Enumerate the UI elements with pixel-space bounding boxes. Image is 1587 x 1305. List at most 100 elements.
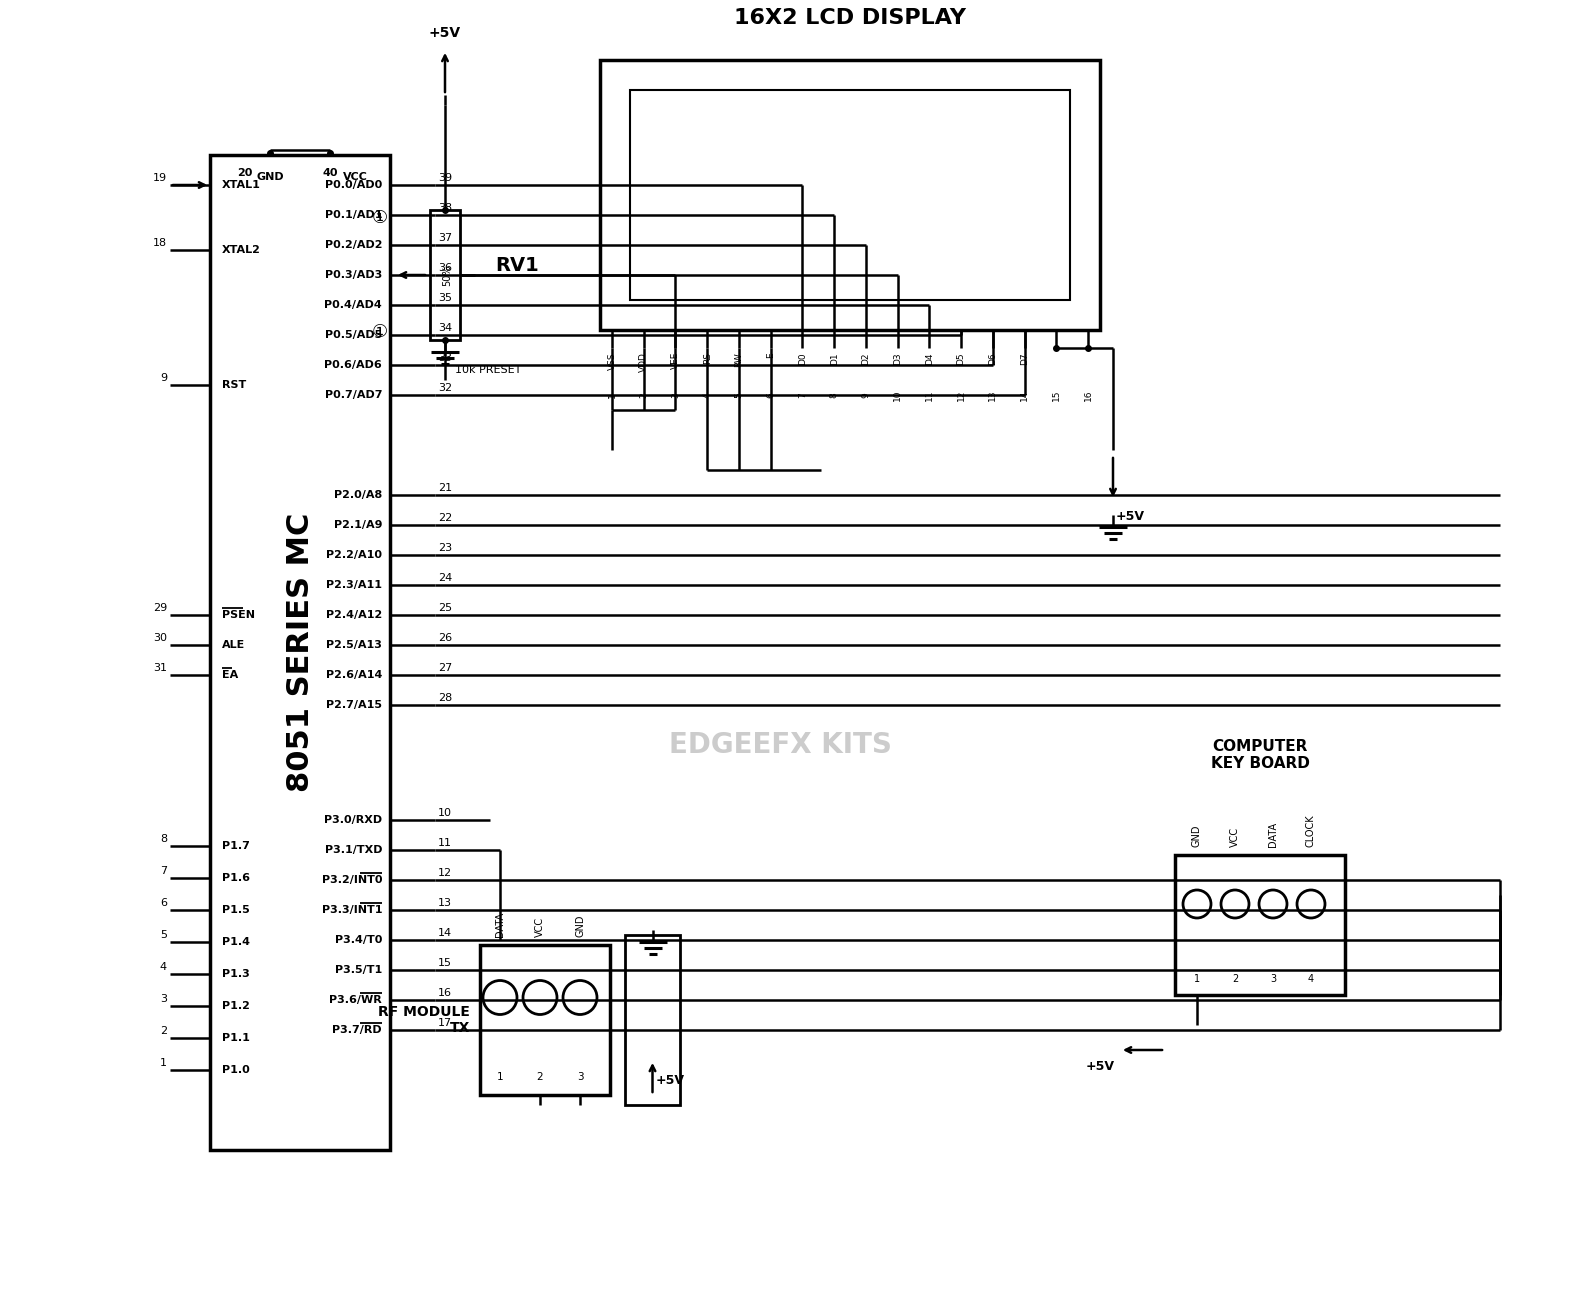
Text: P2.6/A14: P2.6/A14 [325, 669, 382, 680]
Text: P1.7: P1.7 [222, 840, 249, 851]
Text: 11: 11 [925, 389, 933, 401]
Bar [479, 945, 609, 1095]
Text: P1.0: P1.0 [222, 1065, 249, 1075]
Bar [630, 90, 1070, 300]
Text: 7: 7 [798, 392, 806, 398]
Text: ①: ① [371, 324, 389, 341]
Text: 8: 8 [160, 834, 167, 844]
Text: 11: 11 [438, 838, 452, 848]
Bar [625, 934, 679, 1105]
Text: P2.7/A15: P2.7/A15 [325, 699, 382, 710]
Text: 2: 2 [640, 393, 647, 398]
Text: P2.2/A10: P2.2/A10 [325, 549, 382, 560]
Text: 1: 1 [608, 392, 616, 398]
Text: 3: 3 [576, 1071, 584, 1082]
Text: 9: 9 [160, 373, 167, 382]
Text: 17: 17 [438, 1018, 452, 1028]
Text: 2: 2 [536, 1071, 543, 1082]
Text: XTAL2: XTAL2 [222, 245, 260, 254]
Text: GND: GND [256, 172, 284, 181]
Text: 10k PRESET: 10k PRESET [455, 365, 522, 375]
Text: 2: 2 [1232, 974, 1238, 984]
Text: 1: 1 [160, 1058, 167, 1067]
Text: P3.4/T0: P3.4/T0 [335, 934, 382, 945]
Text: RS: RS [703, 352, 711, 364]
Text: 31: 31 [152, 663, 167, 673]
Text: 36: 36 [438, 264, 452, 273]
Text: RW: RW [735, 352, 743, 367]
Text: P3.2/INT0: P3.2/INT0 [322, 874, 382, 885]
Text: 10: 10 [893, 389, 901, 401]
Text: 50%: 50% [443, 264, 452, 286]
Bar [430, 210, 460, 341]
Text: VDD: VDD [640, 352, 647, 372]
Text: COMPUTER
KEY BOARD: COMPUTER KEY BOARD [1211, 739, 1309, 771]
Text: VCC: VCC [535, 917, 544, 937]
Text: 28: 28 [438, 693, 452, 703]
Text: 16: 16 [1084, 389, 1092, 401]
Text: 34: 34 [438, 324, 452, 333]
Bar [600, 60, 1100, 330]
Text: P3.7/RD: P3.7/RD [332, 1024, 382, 1035]
Text: 14: 14 [1020, 389, 1028, 401]
Text: P0.3/AD3: P0.3/AD3 [325, 270, 382, 281]
Text: P0.5/AD5: P0.5/AD5 [325, 330, 382, 341]
Text: D5: D5 [957, 352, 965, 364]
Text: P1.2: P1.2 [222, 1001, 249, 1011]
Text: PSEN: PSEN [222, 609, 256, 620]
Text: D3: D3 [893, 352, 901, 364]
Text: 6: 6 [160, 898, 167, 908]
Text: 3: 3 [671, 392, 679, 398]
Bar [209, 155, 390, 1150]
Text: 15: 15 [438, 958, 452, 968]
Text: 13: 13 [438, 898, 452, 908]
Text: 21: 21 [438, 483, 452, 493]
Text: P0.6/AD6: P0.6/AD6 [324, 360, 382, 371]
Text: 1: 1 [1193, 974, 1200, 984]
Text: 12: 12 [438, 868, 452, 878]
Text: VCC: VCC [1230, 827, 1239, 847]
Text: D7: D7 [1020, 352, 1028, 364]
Text: 24: 24 [438, 573, 452, 583]
Text: 16: 16 [438, 988, 452, 998]
Text: GND: GND [1192, 825, 1201, 847]
Text: P2.3/A11: P2.3/A11 [325, 579, 382, 590]
Text: 35: 35 [438, 294, 452, 303]
Text: ALE: ALE [222, 639, 246, 650]
Text: D0: D0 [798, 352, 806, 364]
Text: 7: 7 [160, 867, 167, 876]
Text: P0.2/AD2: P0.2/AD2 [324, 240, 382, 251]
Text: P3.6/WR: P3.6/WR [329, 994, 382, 1005]
Text: P1.6: P1.6 [222, 873, 251, 883]
Text: 6: 6 [767, 392, 774, 398]
Text: 15: 15 [1052, 389, 1060, 401]
Text: 18: 18 [152, 238, 167, 248]
Text: P0.1/AD1: P0.1/AD1 [324, 210, 382, 221]
Text: 37: 37 [438, 234, 452, 243]
Text: P1.5: P1.5 [222, 904, 249, 915]
Text: P2.0/A8: P2.0/A8 [333, 489, 382, 500]
Text: 39: 39 [438, 174, 452, 183]
Text: 19: 19 [152, 174, 167, 183]
Text: 33: 33 [438, 352, 452, 363]
Text: VCC: VCC [343, 172, 368, 181]
Text: EDGEEFX KITS: EDGEEFX KITS [668, 731, 892, 760]
Text: D4: D4 [925, 352, 933, 364]
Text: 29: 29 [152, 603, 167, 613]
Text: EA: EA [222, 669, 238, 680]
Text: RV1: RV1 [495, 256, 538, 274]
Text: 13: 13 [989, 389, 997, 401]
Text: 4: 4 [160, 962, 167, 972]
Text: +5V: +5V [655, 1074, 684, 1087]
Text: GND: GND [574, 915, 586, 937]
Text: ①: ① [371, 209, 389, 227]
Text: +5V: +5V [1116, 510, 1144, 523]
Text: P2.5/A13: P2.5/A13 [325, 639, 382, 650]
Text: P3.1/TXD: P3.1/TXD [324, 846, 382, 855]
Text: DATA: DATA [1268, 822, 1278, 847]
Text: 1: 1 [497, 1071, 503, 1082]
Text: 4: 4 [703, 393, 711, 398]
Text: 9: 9 [862, 392, 870, 398]
Bar [1174, 855, 1346, 994]
Text: P0.4/AD4: P0.4/AD4 [324, 300, 382, 311]
